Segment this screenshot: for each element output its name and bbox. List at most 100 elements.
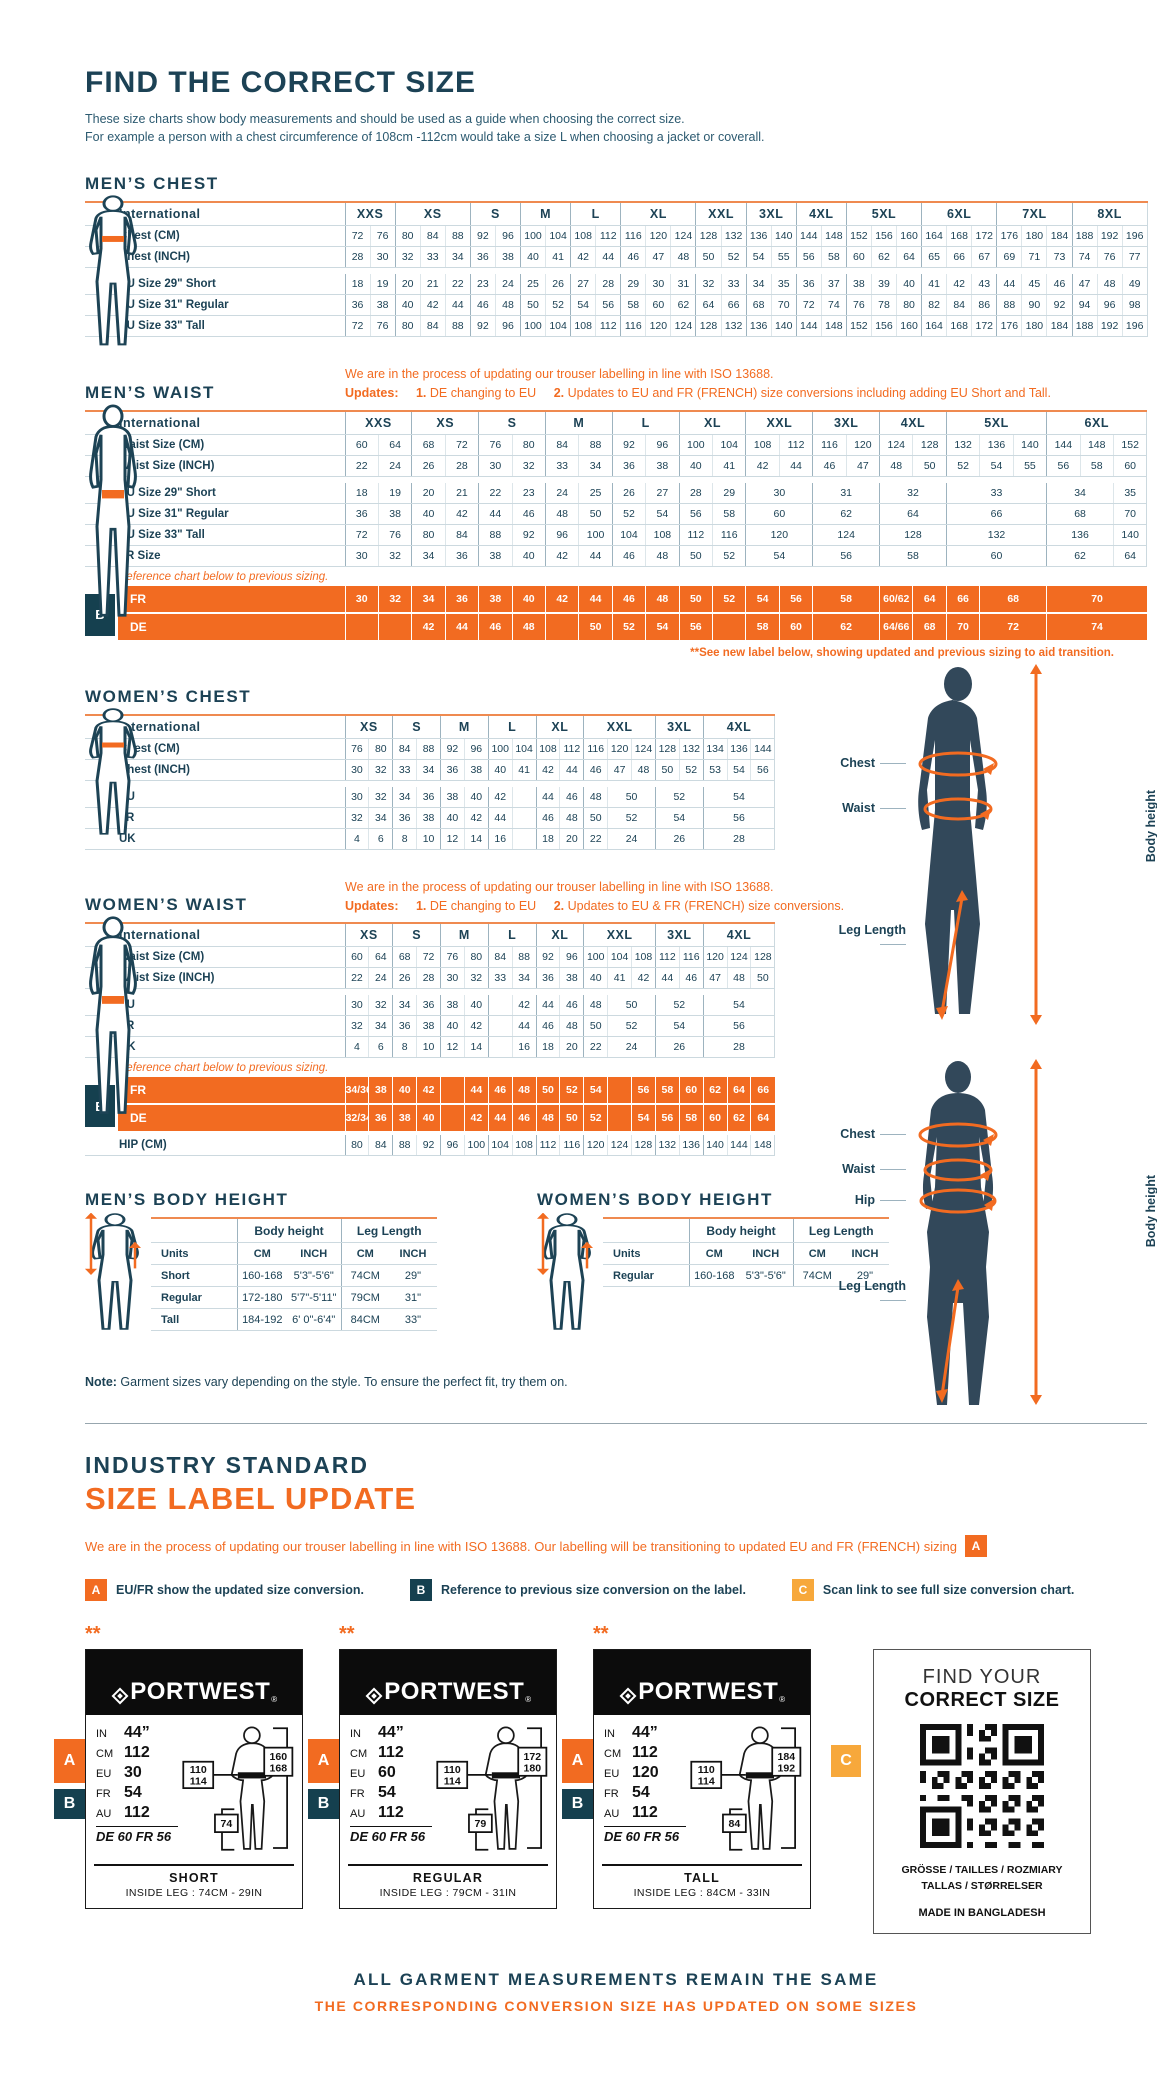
table-row: Waist Size (INCH) 22 24 26 28 30 32 33 34 36 38 40 4… bbox=[85, 455, 1147, 477]
size-cell: 144 bbox=[1046, 434, 1081, 456]
portwest-logo: PORTWEST ® bbox=[340, 1650, 556, 1716]
size-cell: 168 bbox=[946, 315, 972, 338]
size-cell: 29 bbox=[620, 274, 646, 296]
row-label: UK bbox=[85, 828, 345, 850]
size-cell: 134 bbox=[702, 738, 728, 760]
size-cell: 54 bbox=[726, 759, 751, 781]
size-cell: 21 bbox=[444, 482, 479, 504]
size-cell: 140 bbox=[770, 315, 797, 338]
spec-key: IN bbox=[350, 1728, 361, 1741]
size-cell: 120 bbox=[583, 1135, 608, 1157]
size-cell: 74 bbox=[820, 294, 847, 317]
size-cell: 58 bbox=[712, 503, 746, 525]
size-cell: 44 bbox=[463, 1077, 489, 1106]
female-figure-waist-icon bbox=[83, 916, 143, 1121]
size-spec-row: CM 112 bbox=[350, 1743, 432, 1763]
size-spec-row: CM 112 bbox=[604, 1743, 686, 1763]
size-cell: 56 bbox=[778, 585, 813, 614]
size-cell: 42 bbox=[535, 759, 560, 781]
size-cell: 56 bbox=[678, 503, 713, 525]
size-group-header: L bbox=[487, 923, 537, 948]
size-group-header: XS bbox=[394, 202, 471, 227]
size-spec-list: IN 44” CM 112 EU 120 FR 54 AU 112 DE 60 FR 56 bbox=[604, 1723, 687, 1860]
womens-waist-size-table: International XS S M L XL XXL 3XL 4XL Waist Size … bbox=[85, 922, 776, 1059]
size-cell: 38 bbox=[559, 967, 584, 990]
size-cell bbox=[487, 1015, 513, 1038]
bh-cell: 160-168 bbox=[688, 1264, 739, 1288]
size-cell: 6 bbox=[368, 828, 393, 850]
size-cell: 36 bbox=[611, 455, 646, 477]
size-cell: 24 bbox=[544, 482, 579, 504]
size-group-header: 3XL bbox=[654, 714, 704, 739]
section-womens-body-height: WOMEN’S BODY HEIGHT Body height Leg Lengt… bbox=[536, 1190, 889, 1331]
size-cell: 68 bbox=[392, 946, 417, 969]
size-cell: 76 bbox=[440, 946, 465, 969]
size-cell: 20 bbox=[394, 274, 421, 296]
size-cell: 44 bbox=[487, 807, 513, 829]
spec-value: 54 bbox=[378, 1784, 396, 1802]
size-cell: 46 bbox=[511, 503, 546, 525]
size-cell: 100 bbox=[487, 738, 513, 760]
size-cell: 72 bbox=[979, 612, 1047, 642]
size-cell: 25 bbox=[578, 482, 613, 504]
size-cell: 38 bbox=[377, 503, 412, 525]
size-cell: 16 bbox=[487, 828, 513, 850]
made-in-text: MADE IN BANGLADESH bbox=[918, 1906, 1046, 1919]
size-group-header: L bbox=[611, 410, 680, 435]
size-cell: 92 bbox=[440, 738, 465, 760]
size-cell: 50 bbox=[607, 995, 656, 1017]
size-cell: 128 bbox=[879, 524, 947, 546]
table-row: Tall 184-192 6' 0"-6'4" 84CM 33" bbox=[151, 1308, 437, 1332]
size-cell: 30 bbox=[440, 967, 465, 990]
size-cell: 44 bbox=[535, 786, 560, 808]
size-cell: 72 bbox=[444, 434, 479, 456]
size-cell: 160 bbox=[895, 225, 922, 248]
row-label: Regular bbox=[603, 1264, 689, 1288]
size-cell: 32 bbox=[695, 274, 722, 296]
mens-waist-previous-sizing-table: FR 30 32 34 36 38 40 42 44 46 48 50 52 54 56 58 60/62 64 6… bbox=[118, 585, 1147, 642]
column-header: International bbox=[85, 714, 345, 739]
size-cell: 31 bbox=[670, 274, 696, 296]
size-group-header: XS bbox=[344, 923, 393, 948]
garment-label-card: ** PORTWEST ® IN 44” CM 112 EU 60 FR 54 AU 112 DE 60 … bbox=[308, 1624, 557, 1910]
row-label: Short bbox=[151, 1264, 237, 1288]
size-cell: 32 bbox=[879, 482, 947, 504]
garment-label: PORTWEST ® IN 44” CM 112 EU 30 FR 54 AU 112 DE 60 FR… bbox=[85, 1649, 303, 1910]
size-cell: 80 bbox=[411, 524, 446, 546]
b-badge: B bbox=[54, 1789, 85, 1820]
size-cell: 34 bbox=[511, 967, 537, 990]
hip-label: Hip bbox=[828, 1193, 906, 1207]
size-cell: 47 bbox=[607, 759, 632, 781]
size-cell: 38 bbox=[494, 246, 521, 269]
size-group-header: 3XL bbox=[812, 410, 880, 435]
bh-group-header: Leg Length bbox=[792, 1218, 889, 1244]
female-figure-height-icon bbox=[536, 1212, 597, 1336]
label-footer: TALL INSIDE LEG : 84CM - 33IN bbox=[602, 1864, 802, 1908]
table-row: EU Size 31" Regular 36 38 40 42 44 46 48 50 52 54 5… bbox=[85, 503, 1147, 525]
size-cell: 44 bbox=[511, 1015, 537, 1038]
spec-key: EU bbox=[96, 1768, 112, 1781]
size-cell: 28 bbox=[595, 274, 621, 296]
size-cell: 38 bbox=[368, 1077, 393, 1106]
size-cell: 46 bbox=[611, 585, 646, 614]
size-cell: 70 bbox=[770, 294, 797, 317]
size-cell: 124 bbox=[879, 434, 913, 456]
size-cell: 38 bbox=[440, 786, 465, 808]
unit-header: INCH bbox=[287, 1242, 341, 1266]
size-cell: 33 bbox=[720, 274, 747, 296]
size-cell: 19 bbox=[377, 482, 412, 504]
size-cell: 54 bbox=[745, 585, 780, 614]
size-spec-row: AU 112 bbox=[350, 1803, 432, 1823]
mens-chest-table-wrap: International XXS XS S M L XL XXL 3XL 4XL 5XL 6XL 7X… bbox=[85, 195, 1148, 346]
table-row: DE 42 44 46 48 50 52 54 56 58 60 62 64/66 68 70 72 74 bbox=[118, 612, 1147, 642]
body-height-row: MEN’S BODY HEIGHT Body height Leg Length U… bbox=[84, 1190, 1147, 1332]
size-spec-row: IN 44” bbox=[350, 1723, 432, 1743]
size-cell: 60/62 bbox=[879, 585, 913, 614]
size-cell: 56 bbox=[1046, 455, 1081, 477]
size-cell: 40 bbox=[440, 807, 465, 829]
size-cell: 27 bbox=[570, 274, 596, 296]
mens-waist-table-wrap: International XXS XS S M L XL XXL 3XL 4XL 5XL 6XL Wa… bbox=[85, 404, 1148, 659]
size-cell: 80 bbox=[463, 946, 489, 969]
size-cell: 180 bbox=[1021, 315, 1047, 338]
size-cell: 44 bbox=[778, 455, 813, 477]
